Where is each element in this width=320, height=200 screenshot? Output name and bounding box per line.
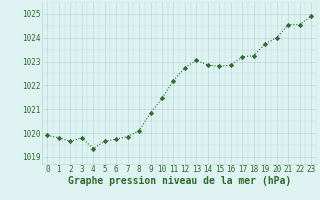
X-axis label: Graphe pression niveau de la mer (hPa): Graphe pression niveau de la mer (hPa) <box>68 176 291 186</box>
